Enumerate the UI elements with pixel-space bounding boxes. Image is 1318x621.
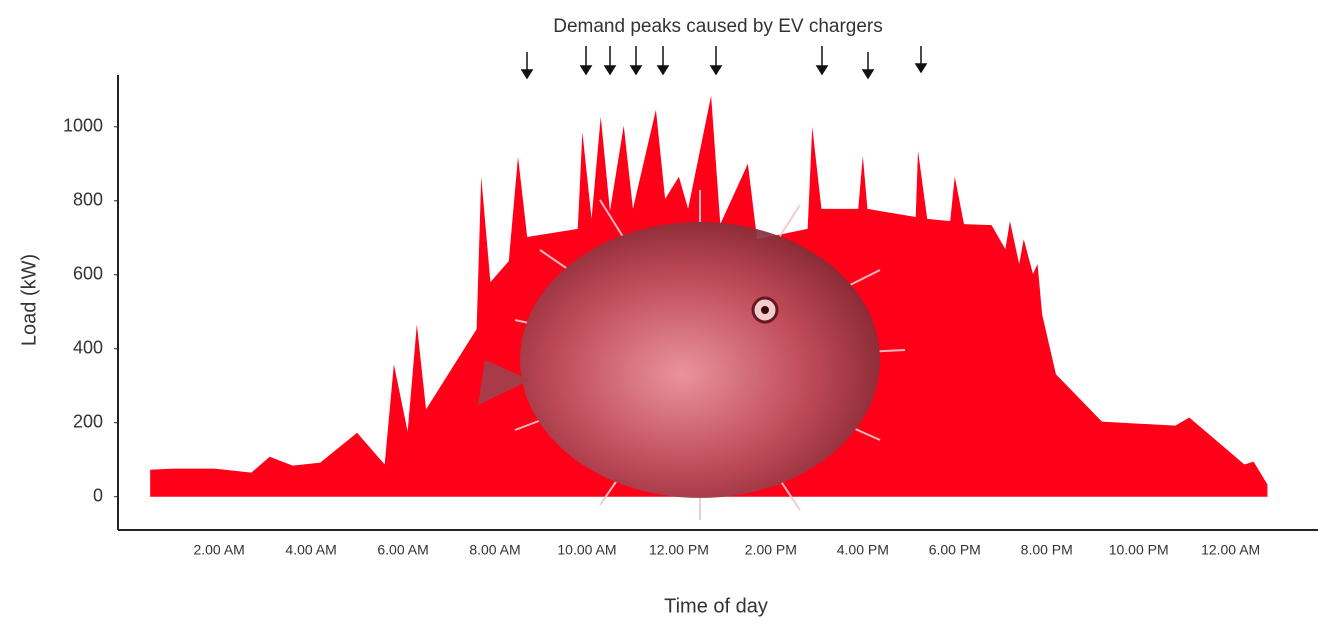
x-tick-label: 8.00 AM bbox=[469, 542, 520, 558]
y-tick-label: 800 bbox=[73, 190, 103, 210]
x-tick-label: 4.00 PM bbox=[837, 542, 889, 558]
annotation: Demand peaks caused by EV chargers bbox=[553, 16, 883, 37]
x-tick-label: 2.00 AM bbox=[193, 542, 244, 558]
y-tick-label: 600 bbox=[73, 264, 103, 284]
y-tick-label: 400 bbox=[73, 337, 103, 357]
y-tick-label: 0 bbox=[93, 485, 103, 505]
x-axis-title: Time of day bbox=[664, 595, 768, 617]
x-tick-label: 12.00 AM bbox=[1201, 542, 1260, 558]
x-tick-label: 6.00 PM bbox=[929, 542, 981, 558]
x-tick-label: 2.00 PM bbox=[745, 542, 797, 558]
x-tick-label: 6.00 AM bbox=[377, 542, 428, 558]
x-tick-label: 10.00 PM bbox=[1109, 542, 1169, 558]
x-tick-label: 12.00 PM bbox=[649, 542, 709, 558]
x-tick-label: 10.00 AM bbox=[557, 542, 616, 558]
x-tick-label: 4.00 AM bbox=[285, 542, 336, 558]
x-tick-label: 8.00 PM bbox=[1021, 542, 1073, 558]
annotation-arrows bbox=[522, 46, 926, 78]
chart: 0 200 400 600 800 1000 2.00 AM 4.00 AM 6.00 AM 8.… bbox=[0, 0, 1318, 621]
y-tick-label: 200 bbox=[73, 411, 103, 431]
y-axis-title: Load (kW) bbox=[18, 254, 40, 346]
y-tick-label: 1000 bbox=[63, 116, 103, 136]
